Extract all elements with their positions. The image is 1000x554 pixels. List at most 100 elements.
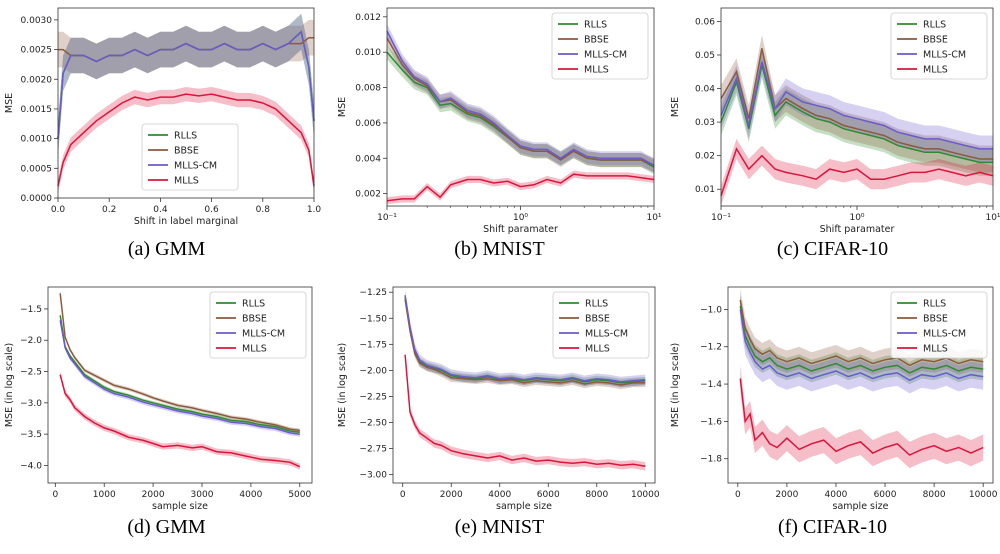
p5-line-rlls bbox=[739, 305, 984, 374]
p3-ytick-label: −2.5 bbox=[20, 368, 42, 378]
p4-ytick-label: −2.50 bbox=[359, 419, 387, 429]
p2-line-bbse bbox=[720, 48, 993, 160]
p0-axes-frame bbox=[57, 7, 315, 199]
p4-xtick-label: 0 bbox=[400, 490, 406, 500]
p0-ytick-label: 0.0000 bbox=[21, 194, 53, 204]
panel-a: 0.0 0.2 0.4 0.6 0.8 1.0 0.0000 0.0005 0.0010 0.00… bbox=[0, 0, 333, 277]
p5-xtick-label: 4000 bbox=[825, 490, 848, 500]
p4-line-bbse bbox=[404, 299, 646, 386]
p0-xtick-label: 0.8 bbox=[256, 205, 271, 215]
p1-legend-label-mlls: MLLS bbox=[584, 65, 609, 76]
p0-xlabel: Shift in label marginal bbox=[134, 216, 238, 227]
chart-e-mnist-samples: 0 2000 4000 6000 8000 10000 −3.00 −2.75 −2.50 −2.… bbox=[337, 286, 660, 512]
p5-legend-label-mlls: MLLS bbox=[923, 344, 948, 355]
p4-xtick-label: 2000 bbox=[440, 490, 463, 500]
p3-ytick-label: −2.0 bbox=[20, 336, 42, 346]
p0-legend bbox=[141, 123, 239, 191]
p4-ytick-label: −1.50 bbox=[359, 314, 387, 324]
p2-band-rlls bbox=[721, 51, 993, 176]
p1-band-mlls bbox=[387, 170, 654, 205]
p0-xtick-label: 0.2 bbox=[102, 205, 116, 215]
p3-ytick-label: −3.5 bbox=[20, 430, 42, 440]
p1-line-mlls bbox=[386, 173, 655, 202]
p0-ytick-label: 0.0015 bbox=[21, 105, 53, 115]
p3-xlabel: sample size bbox=[152, 501, 208, 512]
p2-legend-label-rlls: RLLS bbox=[923, 20, 946, 31]
p0-legend-label-mlls: MLLS bbox=[174, 176, 199, 187]
p5-ytick-label: −1.4 bbox=[700, 380, 722, 390]
panel-d: 0 1000 2000 3000 4000 5000 −4.0 −3.5 −3.0 −2.5 −2.… bbox=[0, 277, 333, 554]
p2-legend-label-mlls: MLLS bbox=[923, 65, 948, 76]
p3-xtick-label: 0 bbox=[52, 490, 58, 500]
p5-legend bbox=[890, 291, 988, 359]
p4-ytick-label: −1.75 bbox=[359, 340, 387, 350]
p2-line-rlls bbox=[720, 64, 993, 164]
p2-legend-label-bbse: BBSE bbox=[923, 35, 948, 46]
p0-xtick-label: 0.0 bbox=[51, 205, 66, 215]
p2-xtick-label: 10¹ bbox=[985, 213, 1000, 223]
p3-line-bbse bbox=[59, 293, 300, 432]
p3-band-mlls-cm bbox=[60, 317, 300, 437]
caption-b: (b) MNIST bbox=[454, 238, 545, 260]
p1-xtick-label: 10⁰ bbox=[513, 213, 528, 223]
p3-ytick-label: −1.5 bbox=[20, 305, 42, 315]
p3-xtick-label: 1000 bbox=[93, 490, 116, 500]
p5-axes-frame bbox=[727, 286, 994, 484]
p4-ylabel: MSE (in log scale) bbox=[337, 343, 348, 427]
p2-legend bbox=[890, 12, 988, 80]
p4-xtick-label: 6000 bbox=[537, 490, 560, 500]
p1-legend-label-bbse: BBSE bbox=[584, 35, 609, 46]
p4-xlabel: sample size bbox=[496, 501, 552, 512]
p0-line-mlls bbox=[57, 93, 315, 187]
p3-axes-frame bbox=[47, 286, 313, 484]
p2-ytick-label: 0.06 bbox=[695, 17, 715, 27]
p1-legend bbox=[551, 12, 649, 80]
p0-legend-label-rlls: RLLS bbox=[174, 131, 197, 142]
p5-ylabel: MSE (in log scale) bbox=[670, 343, 681, 427]
p0-ylabel: MSE bbox=[4, 93, 15, 113]
p3-line-mlls-cm bbox=[59, 320, 300, 435]
p5-band-mlls-cm bbox=[740, 296, 984, 394]
p1-xlabel: Shift paramater bbox=[483, 224, 558, 235]
p1-legend-label-mlls-cm: MLLS-CM bbox=[584, 50, 627, 61]
p3-ytick-label: −3.0 bbox=[20, 399, 42, 409]
p1-line-mlls-cm bbox=[386, 30, 655, 166]
p3-legend-label-bbse: BBSE bbox=[242, 314, 267, 325]
p0-xtick-label: 1.0 bbox=[307, 205, 322, 215]
p1-ytick-label: 0.002 bbox=[355, 190, 381, 200]
p3-band-bbse bbox=[60, 291, 300, 433]
p2-legend-label-mlls-cm: MLLS-CM bbox=[923, 50, 966, 61]
p3-xtick-label: 4000 bbox=[239, 490, 262, 500]
p4-xtick-label: 10000 bbox=[631, 490, 660, 500]
p5-xtick-label: 10000 bbox=[969, 490, 998, 500]
p0-ytick-label: 0.0020 bbox=[21, 75, 53, 85]
caption-a: (a) GMM bbox=[127, 238, 206, 260]
p0-xtick-label: 0.6 bbox=[204, 205, 219, 215]
p5-line-mlls-cm bbox=[739, 309, 984, 382]
p1-ytick-label: 0.008 bbox=[355, 84, 381, 94]
chart-d-gmm-samples: 0 1000 2000 3000 4000 5000 −4.0 −3.5 −3.0 −2.5 −2.… bbox=[4, 286, 313, 512]
p2-band-mlls bbox=[721, 138, 993, 206]
p5-ytick-label: −1.0 bbox=[700, 305, 722, 315]
p3-legend bbox=[209, 291, 307, 359]
p3-legend-label-rlls: RLLS bbox=[242, 299, 265, 310]
p2-ytick-label: 0.01 bbox=[695, 185, 715, 195]
p4-ytick-label: −1.25 bbox=[359, 288, 387, 298]
p4-axes-frame bbox=[392, 286, 656, 484]
p1-xtick-label: 10¹ bbox=[646, 213, 661, 223]
p4-band-mlls-cm bbox=[405, 290, 646, 388]
p4-xtick-label: 8000 bbox=[585, 490, 608, 500]
chart-a-gmm-shift: 0.0 0.2 0.4 0.6 0.8 1.0 0.0000 0.0005 0.0010 0.00… bbox=[4, 7, 322, 227]
p5-band-rlls bbox=[740, 294, 984, 385]
p2-xlabel: Shift paramater bbox=[820, 224, 895, 235]
p2-ytick-label: 0.03 bbox=[695, 118, 715, 128]
p3-xtick-label: 2000 bbox=[142, 490, 165, 500]
p4-legend bbox=[552, 291, 650, 359]
p1-ytick-label: 0.006 bbox=[355, 119, 381, 129]
panel-c: 10⁻¹ 10⁰ 10¹ 0.01 0.02 0.03 0.04 0.05 0.06 Shift … bbox=[666, 0, 1000, 277]
p2-ytick-label: 0.02 bbox=[695, 152, 715, 162]
p4-ytick-label: −2.00 bbox=[359, 366, 387, 376]
p2-line-mlls-cm bbox=[720, 61, 993, 150]
p5-ytick-label: −1.2 bbox=[700, 343, 722, 353]
p4-legend-label-bbse: BBSE bbox=[585, 314, 610, 325]
